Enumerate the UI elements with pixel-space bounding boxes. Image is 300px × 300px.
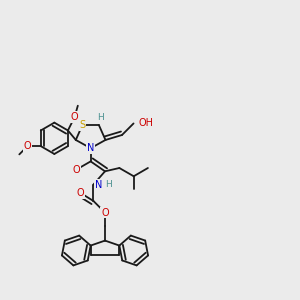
Text: H: H bbox=[106, 180, 112, 189]
Text: OH: OH bbox=[138, 118, 153, 128]
Text: O: O bbox=[73, 165, 80, 175]
Text: O: O bbox=[101, 208, 109, 218]
Text: O: O bbox=[76, 188, 84, 198]
Text: H: H bbox=[97, 113, 104, 122]
Text: O: O bbox=[71, 112, 78, 122]
Text: S: S bbox=[79, 120, 85, 130]
Text: N: N bbox=[95, 179, 102, 190]
Text: O: O bbox=[24, 141, 32, 151]
Text: N: N bbox=[87, 143, 94, 153]
